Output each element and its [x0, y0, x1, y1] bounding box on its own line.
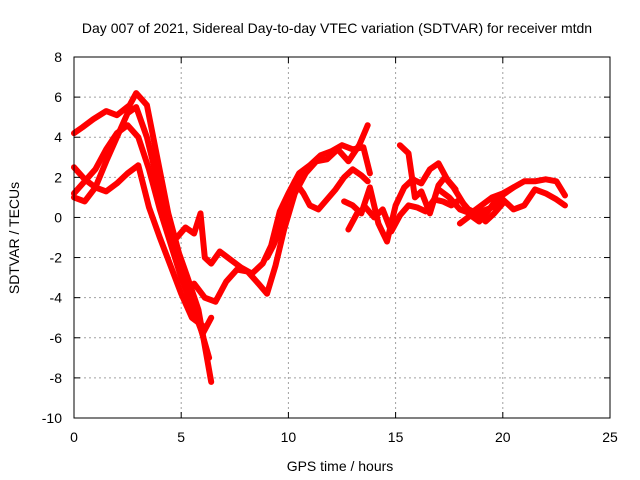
grid: [74, 57, 610, 418]
y-tick-label: 8: [54, 49, 62, 65]
y-tick-label: 0: [54, 209, 62, 225]
y-tick-label: -4: [50, 290, 63, 306]
y-tick-label: -6: [50, 330, 63, 346]
chart-title: Day 007 of 2021, Sidereal Day-to-day VTE…: [82, 20, 592, 36]
satellite-track-3: [71, 162, 206, 329]
satellite-track-4: [71, 122, 215, 337]
y-tick-label: -8: [50, 370, 63, 386]
y-tick-label: 2: [54, 169, 62, 185]
axis-ticks: 0 5 10 15 20 25 -10 -8 -6 -4 -2 0 2 4 6 8: [42, 49, 618, 445]
x-tick-label: 10: [281, 429, 297, 445]
y-tick-label: -2: [50, 250, 63, 266]
satellite-track-5: [173, 142, 373, 277]
x-tick-label: 15: [388, 429, 404, 445]
plot-frame: [73, 56, 611, 419]
satellite-track-12: [456, 186, 568, 227]
x-tick-label: 25: [602, 429, 618, 445]
satellite-track-6: [191, 122, 371, 305]
y-tick-label: 4: [54, 129, 62, 145]
x-tick-label: 0: [70, 429, 78, 445]
x-tick-label: 20: [495, 429, 511, 445]
x-tick-label: 5: [177, 429, 185, 445]
y-axis-label: SDTVAR / TECUs: [6, 182, 22, 294]
satellite-track-11: [435, 176, 568, 217]
satellite-track-7: [264, 166, 371, 261]
y-tick-label: -10: [42, 410, 62, 426]
y-tick-label: 6: [54, 89, 62, 105]
x-axis-label: GPS time / hours: [287, 458, 394, 474]
data-series: [71, 90, 568, 385]
satellite-track-1: [71, 90, 215, 385]
